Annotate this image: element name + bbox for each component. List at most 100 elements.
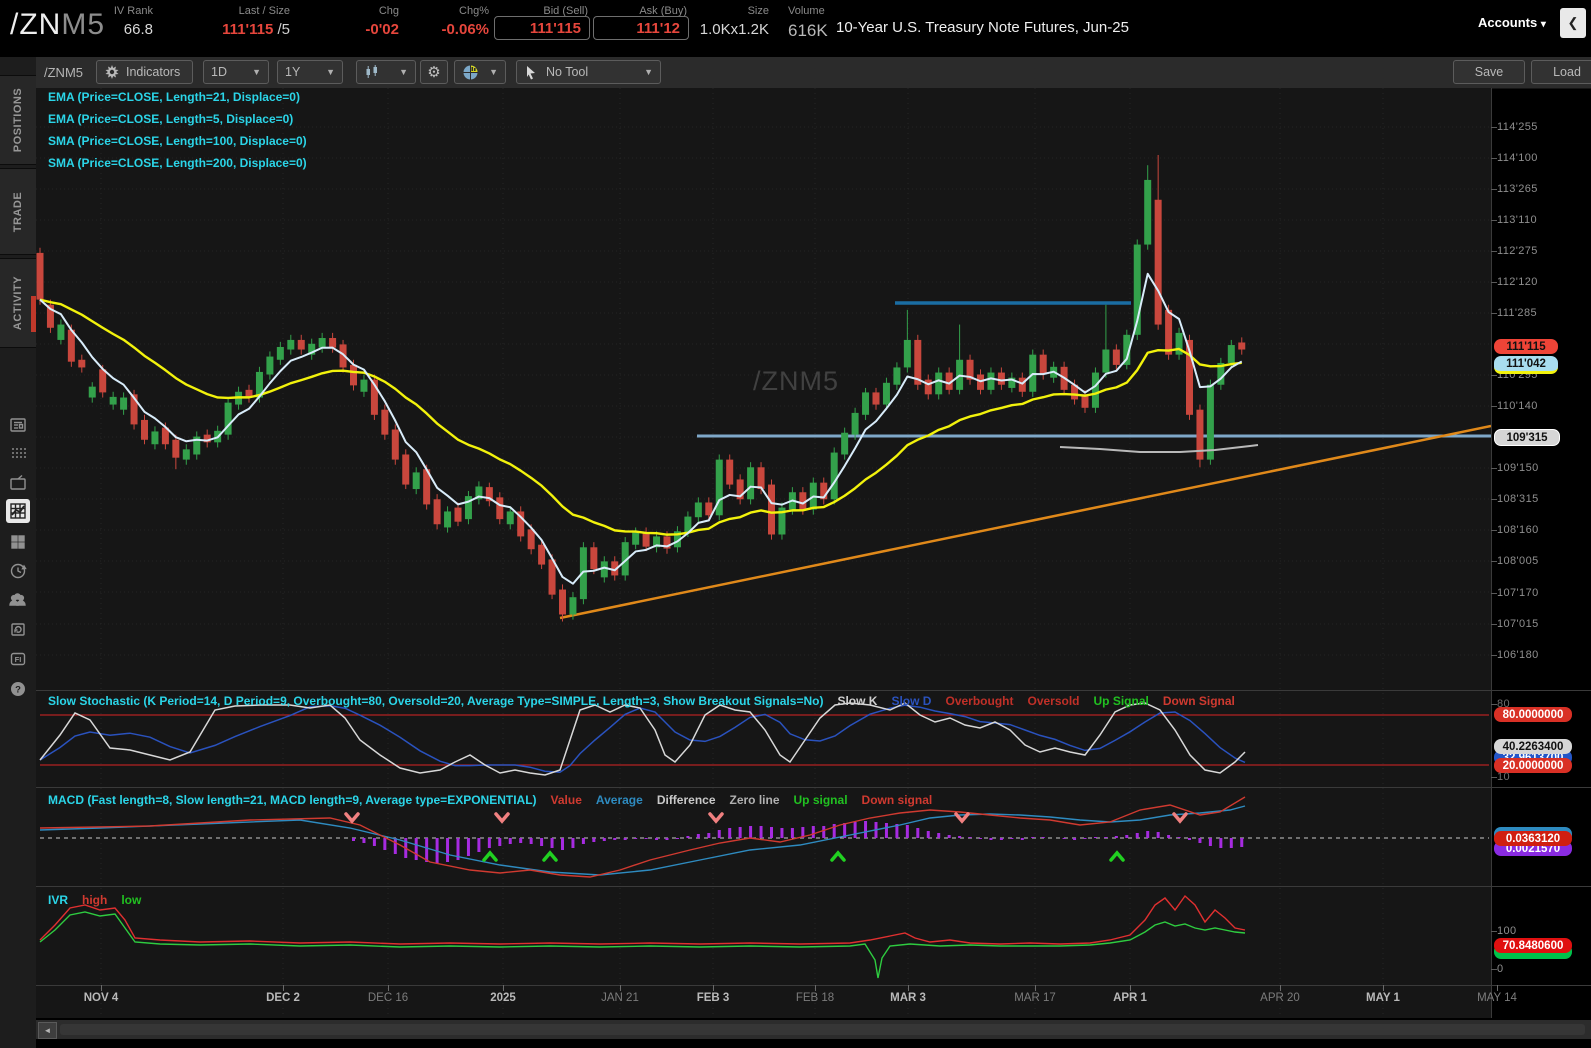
sidebar-tab-activity[interactable]: ACTIVITY bbox=[0, 258, 36, 348]
legend-item[interactable]: Slow K bbox=[837, 694, 878, 708]
axis-label: 111'285 bbox=[1497, 307, 1537, 319]
up-signal-arrow bbox=[830, 850, 846, 862]
quote-field-label: IV Rank bbox=[113, 5, 153, 17]
legend-item[interactable]: high bbox=[82, 893, 108, 907]
date-tick bbox=[283, 985, 284, 991]
repeat-box-icon[interactable] bbox=[6, 617, 30, 641]
date-tick bbox=[713, 985, 714, 991]
triangle-left-icon: ◄ bbox=[43, 1026, 52, 1035]
chart-canvas[interactable] bbox=[36, 88, 1491, 1018]
axis-label: 100 bbox=[1497, 925, 1517, 937]
legend-item[interactable]: low bbox=[121, 893, 142, 907]
axis-tick bbox=[1491, 931, 1497, 932]
quote-field-label: Volume bbox=[788, 5, 825, 17]
drawing-tool-dropdown[interactable]: No Tool ▼ bbox=[516, 60, 661, 84]
diagonal-trendline bbox=[559, 424, 1491, 620]
legend-item[interactable]: Zero line bbox=[729, 793, 780, 807]
legend-item[interactable]: Difference bbox=[656, 793, 716, 807]
legend-item[interactable]: Down Signal bbox=[1162, 694, 1235, 708]
legend-item[interactable]: Up signal bbox=[793, 793, 848, 807]
date-tick bbox=[620, 985, 621, 991]
legend-item[interactable]: Down signal bbox=[861, 793, 933, 807]
chart-settings-button[interactable]: ⚙ bbox=[420, 60, 448, 84]
accounts-menu[interactable]: Accounts ▾ bbox=[1478, 15, 1546, 30]
study-label[interactable]: IVR bbox=[48, 893, 69, 907]
axis-tick bbox=[1491, 655, 1497, 656]
macd-histogram bbox=[352, 821, 1244, 863]
chart-type-dropdown[interactable]: ▼ bbox=[356, 60, 416, 84]
chart-toolbar: /ZNM5 Indicators 1D ▼ 1Y ▼ ▼ ⚙ ▼ No Tool ▼ … bbox=[36, 57, 1591, 138]
sma-value-badge: 109'315 bbox=[1494, 429, 1560, 446]
legend-item[interactable]: Up Signal bbox=[1093, 694, 1149, 708]
ivr-low-line bbox=[39, 911, 1246, 979]
overbought-badge: 80.0000000 bbox=[1494, 707, 1572, 722]
svg-text:?: ? bbox=[15, 684, 21, 695]
down-signal-arrow bbox=[954, 812, 970, 824]
date-label: APR 1 bbox=[1113, 992, 1147, 1004]
scroll-left-button[interactable]: ◄ bbox=[38, 1022, 57, 1039]
date-label: 2025 bbox=[490, 992, 516, 1004]
pane-separator[interactable] bbox=[36, 690, 1591, 691]
date-tick bbox=[1383, 985, 1384, 991]
quote-field-boxed-value: 111'12 bbox=[593, 16, 689, 40]
axis-tick bbox=[1491, 969, 1497, 970]
legend-item[interactable]: Value bbox=[550, 793, 582, 807]
axis-label: 108'005 bbox=[1497, 555, 1539, 567]
macd-value-line bbox=[39, 796, 1246, 878]
axis-tick bbox=[1491, 158, 1497, 159]
axis-tick bbox=[1491, 406, 1497, 407]
pane-separator[interactable] bbox=[36, 886, 1591, 887]
oversold-badge: 20.0000000 bbox=[1494, 758, 1572, 773]
indicators-button[interactable]: Indicators bbox=[96, 60, 193, 84]
chart-icon[interactable] bbox=[6, 499, 30, 523]
legend-item[interactable]: Oversold bbox=[1027, 694, 1080, 708]
symbol-month: M5 bbox=[61, 8, 106, 41]
legend-item[interactable]: Average bbox=[595, 793, 643, 807]
tv-icon[interactable] bbox=[6, 471, 30, 495]
study-label[interactable]: SMA (Price=CLOSE, Length=200, Displace=0… bbox=[48, 156, 307, 170]
axis-tick bbox=[1491, 127, 1497, 128]
quote-field-label: Chg bbox=[378, 5, 399, 17]
chevron-down-icon: ▼ bbox=[644, 67, 653, 77]
sidebar-tab-positions[interactable]: POSITIONS bbox=[0, 75, 36, 165]
axis-label: 109'150 bbox=[1497, 462, 1539, 474]
chevron-down-icon: ▼ bbox=[252, 67, 261, 77]
pane-separator[interactable] bbox=[36, 787, 1591, 788]
axis-label: 10 bbox=[1497, 771, 1511, 783]
people-icon[interactable] bbox=[6, 588, 30, 612]
ivr-legend: IVR high low bbox=[48, 893, 155, 907]
up-signal-arrow bbox=[542, 850, 558, 862]
grid-icon[interactable] bbox=[6, 530, 30, 554]
study-label[interactable]: EMA (Price=CLOSE, Length=5, Displace=0) bbox=[48, 112, 294, 126]
study-label[interactable]: SMA (Price=CLOSE, Length=100, Displace=0… bbox=[48, 134, 307, 148]
range-dropdown[interactable]: 1Y ▼ bbox=[277, 60, 343, 84]
down-signal-arrow bbox=[708, 812, 724, 824]
collapse-panel-button[interactable]: ❮ bbox=[1560, 8, 1586, 38]
help-icon[interactable]: ? bbox=[6, 677, 30, 701]
fi-icon[interactable]: FI bbox=[6, 647, 30, 671]
load-button[interactable]: Load bbox=[1531, 60, 1591, 84]
date-label: FEB 3 bbox=[696, 992, 730, 1004]
study-label[interactable]: Slow Stochastic (K Period=14, D Period=9… bbox=[48, 694, 824, 708]
chart-scrollbar[interactable]: ◄ bbox=[36, 1020, 1591, 1039]
legend-item[interactable]: Slow D bbox=[891, 694, 932, 708]
save-button[interactable]: Save bbox=[1453, 60, 1525, 84]
slow-d-line bbox=[39, 704, 1246, 773]
timeframe-dropdown[interactable]: 1D ▼ bbox=[203, 60, 269, 84]
axis-tick bbox=[1491, 189, 1497, 190]
stoch-k-badge: 40.2263400 bbox=[1494, 739, 1572, 754]
date-tick bbox=[388, 985, 389, 991]
legend-item[interactable]: Overbought bbox=[945, 694, 1014, 708]
date-label: DEC 2 bbox=[266, 992, 300, 1004]
study-label[interactable]: EMA (Price=CLOSE, Length=21, Displace=0) bbox=[48, 90, 300, 104]
news-icon[interactable] bbox=[6, 413, 30, 437]
sidebar-tab-trade[interactable]: TRADE bbox=[0, 168, 36, 255]
queue-icon[interactable] bbox=[6, 442, 30, 466]
chevron-down-icon: ▾ bbox=[1540, 19, 1546, 30]
scrollbar-thumb[interactable] bbox=[60, 1024, 1585, 1035]
pane-separator bbox=[36, 985, 1591, 986]
history-clock-icon[interactable] bbox=[6, 559, 30, 583]
study-label[interactable]: MACD (Fast length=8, Slow length=21, MAC… bbox=[48, 793, 537, 807]
date-label: JAN 21 bbox=[601, 992, 639, 1004]
chart-layout-dropdown[interactable]: ▼ bbox=[454, 60, 506, 84]
